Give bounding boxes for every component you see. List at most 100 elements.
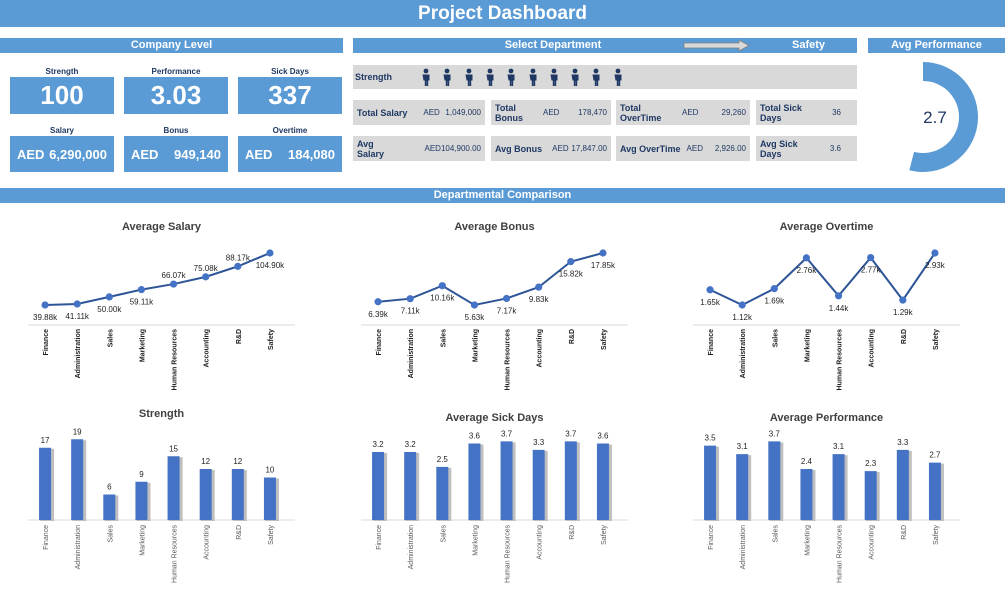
data-label: 1.69k <box>765 297 786 306</box>
data-point <box>202 273 210 281</box>
x-tick-label: Accounting <box>869 329 876 368</box>
data-point <box>834 292 843 300</box>
chart-title: Average Overtime <box>780 221 874 233</box>
salary-label: Salary <box>49 126 75 135</box>
x-tick-label: Finance <box>43 525 50 550</box>
total-bonus-label: Total Bonus <box>495 102 523 123</box>
x-tick-label: Finance <box>376 329 383 356</box>
x-tick-label: Finance <box>376 525 383 550</box>
x-tick-label: Human Resources <box>505 329 512 391</box>
data-label: 9.83k <box>529 295 550 304</box>
data-label: 3.2 <box>373 440 385 449</box>
bar <box>71 439 84 520</box>
avg-overtime-box: Avg OverTime AED 2,926.00 <box>616 136 750 161</box>
x-tick-label: Safety <box>268 329 275 350</box>
data-label: 2.93k <box>925 261 946 270</box>
person-icon <box>592 68 600 86</box>
x-tick-label: R&D <box>569 525 576 540</box>
strength-label: Strength <box>45 67 79 76</box>
data-label: 1.12k <box>732 313 753 322</box>
chart-average-bonus: Average Bonus Finance Administration Sales M… <box>361 221 628 390</box>
sick-days-value: 337 <box>238 77 342 114</box>
avg-bonus-label: Avg Bonus <box>495 143 543 154</box>
select-department-heading: Select Department <box>353 38 857 53</box>
data-label: 88.17k <box>226 253 251 262</box>
salary-value: 6,290,000 <box>49 146 107 162</box>
bar <box>468 443 481 520</box>
x-tick-label: Accounting <box>537 525 544 560</box>
data-label: 2.77k <box>861 266 882 275</box>
avg-sick-days-label: Avg Sick Days <box>760 138 798 159</box>
overtime-label: Overtime <box>272 126 308 135</box>
data-label: 1.44k <box>829 304 850 313</box>
data-label: 3.7 <box>501 429 513 438</box>
gauge-arc <box>909 62 978 172</box>
data-label: 15.82k <box>559 270 584 279</box>
x-tick-label: Finance <box>43 329 50 356</box>
total-bonus-value: 178,470 <box>578 108 607 117</box>
data-point <box>470 301 479 309</box>
chart-title: Average Performance <box>770 412 883 424</box>
bar <box>832 454 845 520</box>
x-tick-label: R&D <box>901 329 908 344</box>
data-point <box>706 286 714 294</box>
data-label: 6.39k <box>368 310 389 319</box>
bonus-label: Bonus <box>163 126 189 135</box>
avg-bonus-value: 17,847.00 <box>571 144 607 153</box>
data-point <box>41 301 49 309</box>
total-overtime-value: 29,260 <box>721 108 746 117</box>
data-label: 2.7 <box>929 451 941 460</box>
bar <box>532 449 545 520</box>
bar <box>800 469 813 520</box>
chart-title: Average Salary <box>122 221 202 233</box>
person-icon <box>507 68 515 86</box>
gauge-value: 2.7 <box>923 108 947 127</box>
person-icon <box>571 68 579 86</box>
x-tick-label: Administration <box>408 329 415 378</box>
department-dropdown[interactable]: Safety <box>760 38 857 53</box>
x-tick-label: Finance <box>708 329 715 356</box>
data-point <box>234 262 242 270</box>
salary-currency: AED <box>17 146 45 162</box>
arrow-right-icon <box>683 39 750 52</box>
x-tick-label: Sales <box>772 329 779 347</box>
person-icon <box>550 68 558 86</box>
data-label: 6 <box>107 483 112 492</box>
bar <box>596 443 609 520</box>
person-icon <box>529 68 536 86</box>
avg-bonus-box: Avg Bonus AED 17,847.00 <box>491 136 611 161</box>
data-point <box>567 258 575 266</box>
bar <box>103 494 116 520</box>
data-label: 41.11k <box>65 312 89 321</box>
data-label: 3.1 <box>833 442 845 451</box>
total-salary-unit: AED <box>423 108 440 117</box>
bonus-box: AED 949,140 <box>124 136 228 172</box>
x-tick-label: Administration <box>408 525 415 569</box>
x-tick-label: Administration <box>740 329 747 378</box>
data-label: 3.1 <box>737 442 749 451</box>
data-label: 1.29k <box>893 308 914 317</box>
company-level-heading: Company Level <box>0 38 343 53</box>
data-point <box>899 296 907 304</box>
comparison-charts: Average Salary Finance Administration Sales… <box>28 221 960 583</box>
avg-sick-days-box: Avg Sick Days 3.6 <box>756 136 857 161</box>
bar <box>39 447 52 520</box>
total-bonus-box: Total Bonus AED 178,470 <box>491 100 611 125</box>
person-icon <box>614 68 622 86</box>
data-point <box>599 249 607 257</box>
x-tick-label: R&D <box>569 329 576 344</box>
data-point <box>867 253 875 262</box>
person-icon <box>443 68 451 86</box>
bar <box>199 469 212 520</box>
bar <box>928 462 941 520</box>
person-icon <box>422 68 430 86</box>
avg-bonus-unit: AED <box>552 144 569 153</box>
data-label: 2.76k <box>797 266 818 275</box>
bar <box>167 456 180 520</box>
x-tick-label: Safety <box>933 329 940 350</box>
x-tick-label: Human Resources <box>837 329 844 391</box>
data-point <box>374 298 382 306</box>
data-label: 2.4 <box>801 457 813 466</box>
data-point <box>169 280 178 288</box>
bonus-value: 949,140 <box>174 146 221 162</box>
